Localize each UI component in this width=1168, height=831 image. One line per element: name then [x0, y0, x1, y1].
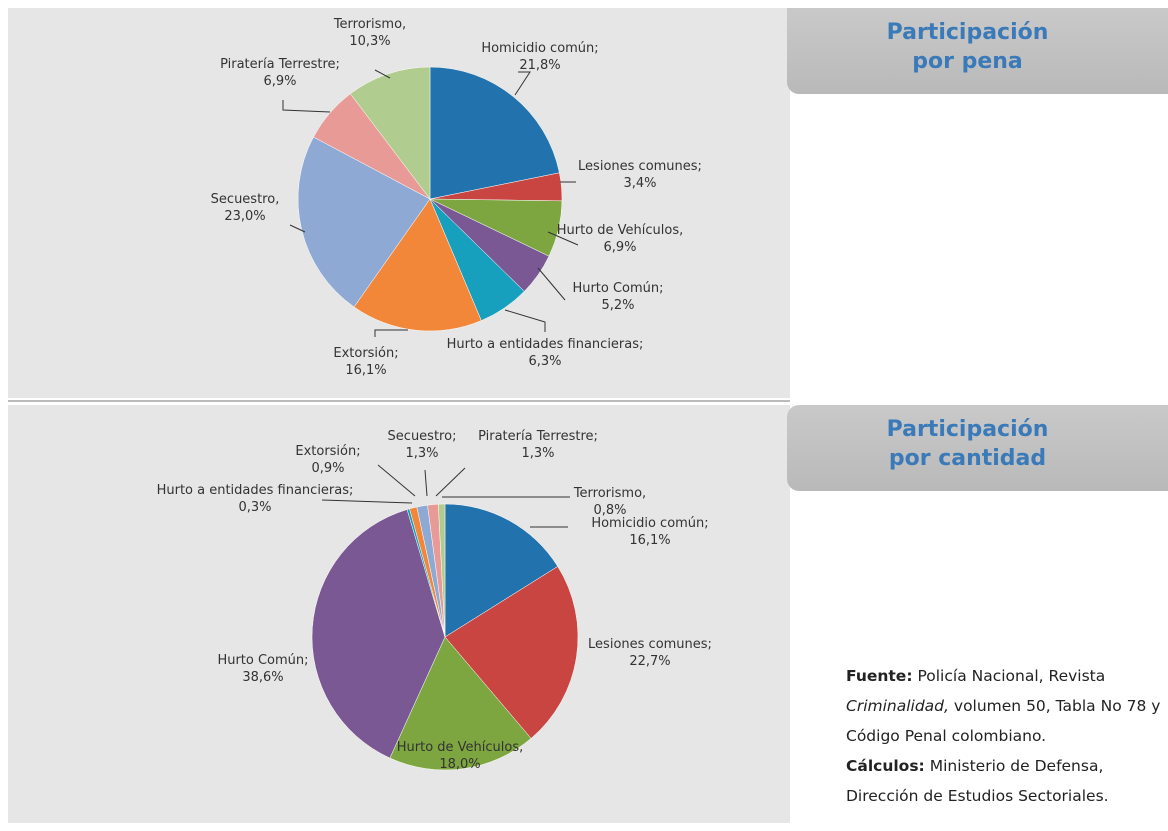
value-label: 3,4%	[623, 176, 656, 191]
label: Fuente:	[846, 667, 913, 685]
slice-label: Piratería Terrestre;	[220, 57, 340, 72]
slice-label: Homicidio común;	[481, 41, 598, 56]
text: Policía Nacional, Revista	[917, 667, 1106, 685]
leader-line	[424, 469, 428, 497]
tab-title: por pena	[912, 49, 1023, 74]
value-label: 6,3%	[528, 354, 561, 369]
text: Criminalidad,	[846, 697, 949, 715]
slice-label: Extorsión;	[295, 444, 360, 459]
value-label: 0,3%	[238, 500, 271, 515]
pie-slice	[297, 136, 431, 308]
slice-label: Homicidio común;	[591, 516, 708, 531]
value-label: 5,2%	[601, 298, 634, 313]
slice-label: Lesiones comunes;	[578, 159, 702, 174]
tab-title: Participación	[886, 20, 1049, 45]
source-calculos: Cálculos: Ministerio de Defensa, Direcci…	[846, 751, 1168, 811]
slice-label: Hurto de Vehículos,	[397, 740, 524, 755]
pie-slice	[311, 509, 446, 759]
value-label: 22,7%	[629, 654, 670, 669]
value-label: 6,9%	[603, 240, 636, 255]
label: Cálculos:	[846, 757, 925, 775]
tab-title: Participación	[886, 417, 1049, 442]
tab: Participación por pena	[787, 8, 1168, 94]
pie-slice	[444, 566, 579, 739]
value-label: 16,1%	[345, 363, 386, 378]
slice-label: Hurto a entidades financieras;	[157, 483, 354, 498]
slice-label: Extorsión;	[333, 346, 398, 361]
leader-line	[537, 267, 566, 301]
value-label: 1,3%	[405, 446, 438, 461]
leader-line	[374, 329, 408, 337]
slice-label: Terrorismo,	[573, 486, 646, 501]
leader-line	[514, 71, 531, 96]
pie-slice	[353, 198, 482, 332]
slice-label: Hurto de Vehículos,	[557, 223, 684, 238]
tab: Participación por cantidad	[787, 405, 1168, 491]
leader-line	[504, 309, 546, 332]
value-label: 0,8%	[593, 503, 626, 518]
slice-label: Secuestro,	[211, 192, 280, 207]
slice-label: Lesiones comunes;	[588, 637, 712, 652]
source: Fuente: Policía Nacional, Revista Crimin…	[846, 661, 1168, 811]
pie-slice	[438, 503, 446, 638]
pie-slice	[429, 66, 560, 200]
slice-label: Secuestro;	[388, 429, 457, 444]
leader-line	[321, 499, 413, 504]
value-label: 23,0%	[224, 209, 265, 224]
text: Ministerio de Defensa, Dirección de Estu…	[846, 757, 1109, 805]
pie-slice	[389, 636, 532, 771]
leader-line	[289, 224, 306, 233]
source-fuente: Fuente: Policía Nacional, Revista Crimin…	[846, 661, 1168, 751]
text: volumen 50, Tabla No 78 y Código Penal c…	[846, 697, 1161, 745]
leader-line	[377, 464, 416, 497]
value-label: 38,6%	[242, 670, 283, 685]
value-label: 0,9%	[311, 461, 344, 476]
value-label: 10,3%	[349, 34, 390, 49]
leader-line	[435, 467, 466, 497]
pie-slice	[349, 66, 431, 200]
tab-title: por cantidad	[888, 446, 1047, 471]
slice-label: Piratería Terrestre;	[478, 429, 598, 444]
leader-line	[374, 69, 391, 79]
value-label: 21,8%	[519, 58, 560, 73]
slice-label: Hurto Común;	[217, 653, 308, 668]
leader-line	[282, 100, 331, 113]
slice-label: Hurto a entidades financieras;	[447, 337, 644, 352]
leader-line	[547, 231, 579, 246]
value-label: 18,0%	[439, 757, 480, 772]
value-label: 1,3%	[521, 446, 554, 461]
slice-label: Hurto Común;	[572, 281, 663, 296]
value-label: 6,9%	[263, 74, 296, 89]
value-label: 16,1%	[629, 533, 670, 548]
slice-label: Terrorismo,	[333, 17, 406, 32]
pie-slice	[444, 503, 559, 638]
